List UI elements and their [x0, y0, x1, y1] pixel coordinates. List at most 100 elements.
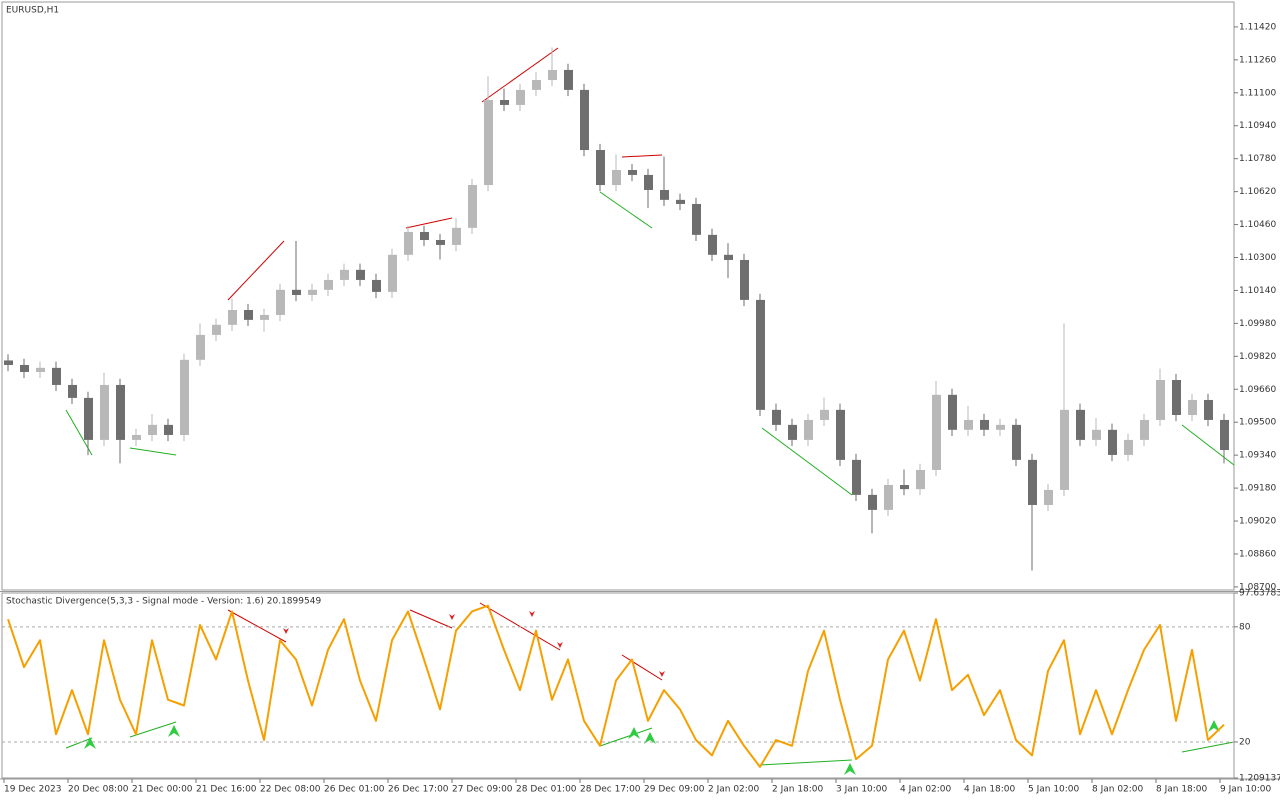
buy-arrow — [84, 737, 96, 749]
y-tick-label: 1.11260 — [1239, 55, 1276, 65]
candle-body — [404, 231, 413, 255]
candle-body — [1188, 399, 1197, 415]
candle-body — [708, 234, 717, 255]
candle-body — [340, 269, 349, 280]
bearish-divergence — [481, 47, 559, 103]
x-tick-label: 20 Dec 08:00 — [68, 785, 129, 795]
candle-body — [1172, 380, 1181, 415]
bullish-divergence — [759, 759, 853, 766]
candle-body — [532, 80, 541, 90]
y-tick-label: 1.10780 — [1239, 154, 1276, 164]
bearish-divergence — [227, 609, 287, 643]
candle-body — [948, 394, 957, 430]
candle-body — [180, 359, 189, 435]
candle-body — [932, 394, 941, 470]
candle-body — [884, 485, 893, 510]
candle-body — [276, 289, 285, 315]
buy-arrow — [644, 732, 656, 744]
candle-body — [1124, 439, 1133, 455]
y-tick-label: 1.09340 — [1239, 451, 1276, 461]
candle-body — [676, 199, 685, 204]
candle-body — [212, 324, 221, 335]
candle-body — [516, 89, 525, 105]
candle-body — [196, 334, 205, 360]
candle-body — [228, 310, 237, 325]
candle-body — [308, 289, 317, 295]
candle-body — [772, 409, 781, 425]
x-tick-label: 3 Jan 10:00 — [836, 785, 888, 795]
candle-body — [548, 69, 557, 81]
indicator-title: Stochastic Divergence(5,3,3 - Signal mod… — [6, 597, 321, 607]
buy-arrow — [628, 727, 640, 739]
candle-body — [36, 367, 45, 372]
y-tick-label: 1.11420 — [1239, 22, 1276, 32]
y-tick-label: 1.2091375 — [1239, 774, 1280, 784]
candle-body — [484, 100, 493, 186]
candle-body — [900, 485, 909, 490]
candle-body — [244, 310, 253, 320]
candle-body — [1012, 424, 1021, 460]
candle-body — [628, 170, 637, 175]
x-tick-label: 26 Dec 17:00 — [388, 785, 449, 795]
x-tick-label: 8 Jan 02:00 — [1092, 785, 1144, 795]
signal-arrows — [84, 611, 1220, 775]
candle-body — [980, 419, 989, 430]
buy-arrow — [1208, 720, 1220, 732]
candle-body — [820, 409, 829, 420]
candle-body — [452, 227, 461, 245]
sell-arrow — [449, 614, 455, 620]
y-tick-label: 1.09980 — [1239, 319, 1276, 329]
candle-body — [1076, 409, 1085, 440]
candle-body — [612, 170, 621, 186]
y-tick-label: 1.10940 — [1239, 121, 1276, 131]
y-tick-label: 80 — [1239, 622, 1251, 632]
bullish-divergence — [65, 737, 93, 749]
bearish-divergence — [227, 240, 285, 301]
x-tick-label: 9 Jan 10:00 — [1220, 785, 1272, 795]
candle-body — [100, 384, 109, 440]
bearish-divergence — [621, 654, 663, 681]
candle-body — [388, 254, 397, 292]
candle-body — [84, 397, 93, 440]
stochastic-line — [7, 604, 1225, 768]
candle-body — [436, 240, 445, 245]
bearish-divergence — [405, 217, 453, 229]
y-tick-label: 1.10140 — [1239, 286, 1276, 296]
y-tick-label: 1.09500 — [1239, 418, 1276, 428]
x-tick-label: 2 Jan 02:00 — [708, 785, 760, 795]
y-tick-label: 1.09660 — [1239, 385, 1276, 395]
candle-body — [868, 494, 877, 510]
candle-body — [4, 360, 13, 365]
x-tick-label: 8 Jan 18:00 — [1156, 785, 1208, 795]
sell-arrow — [529, 611, 535, 617]
y-tick-label: 1.09020 — [1239, 517, 1276, 527]
candle-body — [1108, 429, 1117, 455]
x-tick-label: 22 Dec 08:00 — [260, 785, 321, 795]
y-tick-label: 1.11100 — [1239, 88, 1276, 98]
candle-body — [468, 185, 477, 228]
bullish-divergence — [1181, 424, 1235, 466]
candle-body — [788, 424, 797, 440]
candle-body — [1220, 419, 1229, 450]
bearish-divergence — [621, 154, 663, 158]
candle-body — [260, 314, 269, 320]
y-tick-label: 1.10460 — [1239, 220, 1276, 230]
candle-body — [1156, 380, 1165, 420]
bullish-divergence — [599, 727, 653, 747]
candle-body — [292, 289, 301, 295]
buy-arrow — [168, 725, 180, 737]
y-tick-label: 1.08700 — [1239, 582, 1276, 592]
candle-body — [564, 69, 573, 90]
x-tick-label: 28 Dec 17:00 — [580, 785, 641, 795]
candle-body — [420, 231, 429, 240]
candle-body — [52, 367, 61, 385]
candle-body — [1140, 419, 1149, 440]
candle-body — [1028, 459, 1037, 505]
candle-body — [324, 279, 333, 290]
candle-body — [836, 409, 845, 460]
candle-body — [964, 419, 973, 430]
y-tick-label: 1.10300 — [1239, 253, 1276, 263]
bullish-divergence — [129, 447, 177, 456]
candle-body — [580, 89, 589, 151]
